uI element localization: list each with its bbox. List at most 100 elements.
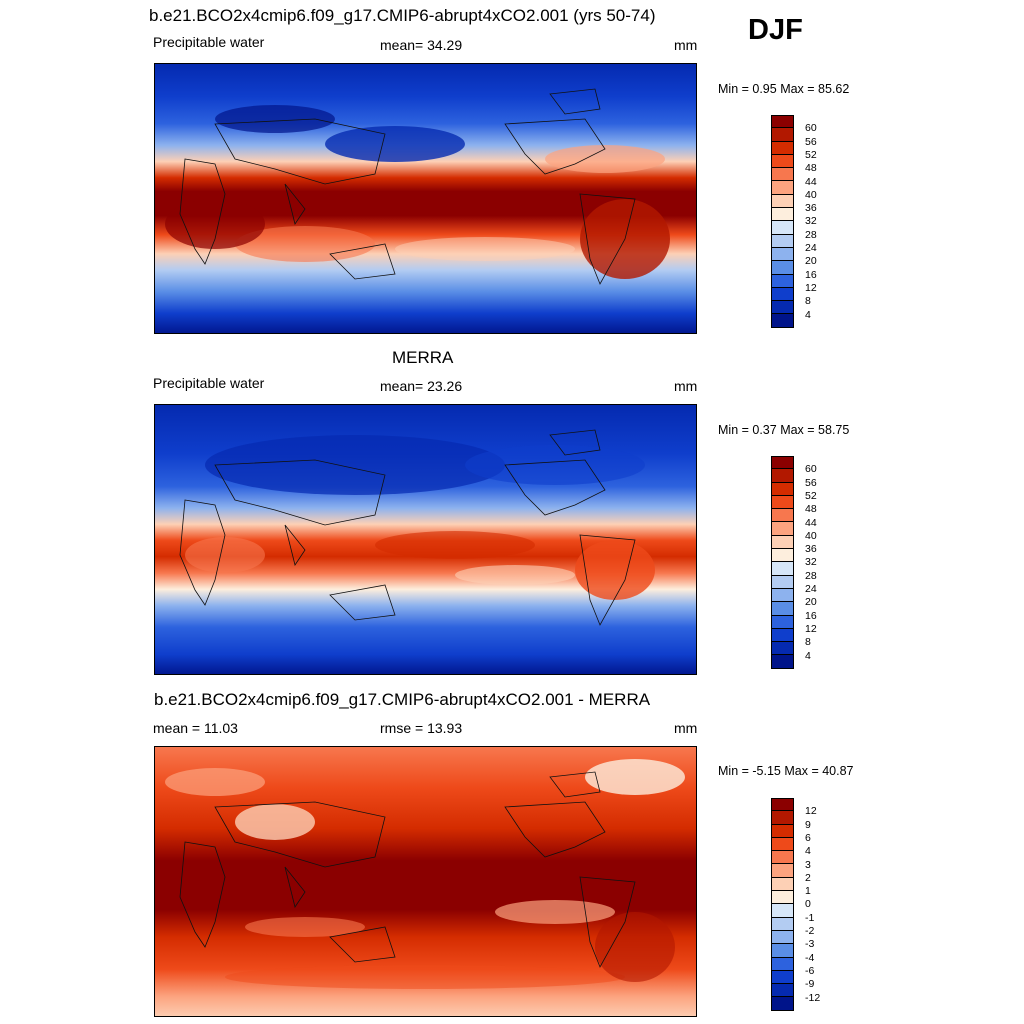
panel-1-colorbar-tick-label: 20	[805, 255, 817, 268]
panel-3-colorbar-swatch	[771, 877, 794, 892]
panel-2-colorbar-swatch	[771, 469, 794, 483]
panel-3-title: b.e21.BCO2x4cmip6.f09_g17.CMIP6-abrupt4x…	[154, 690, 651, 709]
panel-3-colorbar-tick-label: -3	[805, 938, 815, 951]
panel-1-colorbar-swatch	[771, 247, 794, 262]
panel-2-colorbar-swatch	[771, 509, 794, 523]
panel-2-colorbar-tick-label: 16	[805, 609, 817, 622]
panel-1-colorbar-swatch	[771, 274, 794, 288]
panel-2-colorbar-tick-label: 20	[805, 596, 817, 609]
panel-2-colorbar-tick-label: 36	[805, 543, 817, 556]
panel-2-colorbar-tick-label: 44	[805, 516, 817, 529]
panel-1-colorbar-tick-label: 52	[805, 148, 817, 161]
panel-1-colorbar-tick-label: 16	[805, 268, 817, 281]
panel-1-colorbar	[771, 115, 794, 328]
panel-1-colorbar-tick-label: 28	[805, 228, 817, 241]
panel-2-colorbar-tick-label: 60	[805, 463, 817, 476]
panel-3-units-label: mm	[674, 720, 698, 736]
panel-2-colorbar-swatch	[771, 588, 794, 603]
panel-2-colorbar-swatch	[771, 655, 794, 669]
panel-2-colorbar-tick-label: 12	[805, 622, 817, 635]
panel-1-colorbar-tick-label: 56	[805, 135, 817, 148]
panel-2-colorbar-swatch	[771, 615, 794, 629]
panel-3-colorbar-swatch	[771, 891, 794, 905]
panel-1-variable-label: Precipitable water	[153, 34, 265, 50]
panel-1-colorbar-tick-label: 12	[805, 281, 817, 294]
panel-3-colorbar-swatch	[771, 864, 794, 878]
panel-2-map-field	[155, 405, 696, 674]
panel-3-colorbar-swatch	[771, 798, 794, 812]
panel-1-colorbar-tick-label: 36	[805, 202, 817, 215]
panel-2-colorbar-swatch	[771, 482, 794, 496]
panel-1-colorbar-swatch	[771, 221, 794, 235]
panel-3-colorbar-tick-label: -2	[805, 925, 815, 937]
panel-2-units-label: mm	[674, 378, 698, 394]
panel-1-colorbar-swatch	[771, 314, 794, 328]
panel-1-colorbar-swatch	[771, 128, 794, 142]
panel-3-colorbar-tick-label: -12	[805, 991, 821, 1004]
panel-3-colorbar-swatch	[771, 930, 794, 945]
panel-3-map-field	[155, 747, 696, 1016]
panel-1-colorbar-swatch	[771, 261, 794, 275]
season-label: DJF	[748, 14, 803, 46]
panel-2-colorbar-swatch	[771, 642, 794, 656]
panel-3-colorbar-tick-label: -4	[805, 951, 815, 964]
panel-3-colorbar-tick-label: 9	[805, 818, 811, 831]
panel-1-colorbar-tick-label: 24	[805, 242, 817, 254]
panel-1-colorbar-tick-label: 40	[805, 188, 817, 201]
panel-1-colorbar-swatch	[771, 141, 794, 155]
panel-3-minmax: Min = -5.15 Max = 40.87	[718, 764, 854, 778]
panel-3-rmse-label: rmse = 13.93	[380, 720, 463, 736]
panel-2-colorbar-tick-label: 28	[805, 569, 817, 582]
panel-3-colorbar-tick-label: -6	[805, 964, 815, 977]
panel-2-colorbar-swatch	[771, 522, 794, 536]
panel-2-colorbar-tick-label: 52	[805, 489, 817, 502]
panel-3-colorbar-swatch	[771, 944, 794, 958]
panel-3-colorbar-tick-label: 2	[805, 871, 811, 884]
panel-1-colorbar-swatch	[771, 208, 794, 222]
panel-1-mean-label: mean= 34.29	[380, 37, 463, 53]
panel-2-colorbar-swatch	[771, 575, 794, 589]
panel-2-colorbar-swatch	[771, 535, 794, 550]
panel-1-colorbar-swatch	[771, 301, 794, 315]
panel-3-colorbar-tick-label: 1	[805, 885, 811, 898]
panel-2-title: MERRA	[392, 348, 454, 367]
panel-3-colorbar-swatch	[771, 851, 794, 865]
panel-2-colorbar-tick-label: 24	[805, 583, 817, 595]
panel-2-colorbar-tick-label: 56	[805, 476, 817, 489]
panel-3-colorbar-tick-label: 6	[805, 831, 811, 844]
panel-1-colorbar-swatch	[771, 154, 794, 169]
panel-2-colorbar-swatch	[771, 602, 794, 616]
panel-1-colorbar-tick-label: 60	[805, 122, 817, 135]
panel-3-colorbar-swatch	[771, 837, 794, 852]
panel-3-colorbar-swatch	[771, 904, 794, 918]
panel-3-mean-label: mean = 11.03	[153, 720, 238, 736]
panel-3-colorbar-tick-label: 4	[805, 845, 811, 858]
panel-3-colorbar-swatch	[771, 997, 794, 1011]
panel-1-colorbar-swatch	[771, 234, 794, 248]
panel-3-colorbar-tick-label: 12	[805, 805, 817, 818]
panel-2-map	[154, 404, 697, 675]
panel-1-colorbar-swatch	[771, 287, 794, 302]
panel-3-colorbar-swatch	[771, 957, 794, 971]
panel-1-colorbar-swatch	[771, 168, 794, 182]
panel-1-colorbar-swatch	[771, 194, 794, 209]
panel-3-colorbar-tick-label: -1	[805, 911, 815, 924]
panel-3-colorbar-tick-label: 0	[805, 898, 811, 911]
panel-1-units-label: mm	[674, 37, 698, 53]
panel-1-minmax: Min = 0.95 Max = 85.62	[718, 82, 850, 96]
panel-2-colorbar-swatch	[771, 456, 794, 470]
panel-2-mean-label: mean= 23.26	[380, 378, 463, 394]
panel-1-colorbar-tick-label: 4	[805, 308, 811, 321]
panel-2-colorbar-tick-label: 40	[805, 529, 817, 542]
panel-3-colorbar	[771, 798, 794, 1011]
panel-1-colorbar-tick-label: 48	[805, 162, 817, 175]
panel-3-colorbar-tick-label: -9	[805, 978, 815, 991]
panel-3-colorbar-tick-label: 3	[805, 858, 811, 871]
panel-2-colorbar-swatch	[771, 549, 794, 563]
panel-3-colorbar-swatch	[771, 811, 794, 825]
panel-1-map-field	[155, 64, 696, 333]
panel-2-colorbar-tick-label: 32	[805, 556, 817, 569]
panel-1-colorbar-tick-label: 32	[805, 215, 817, 228]
panel-1-colorbar-tick-label: 8	[805, 295, 811, 308]
panel-2-colorbar-tick-label: 48	[805, 503, 817, 516]
